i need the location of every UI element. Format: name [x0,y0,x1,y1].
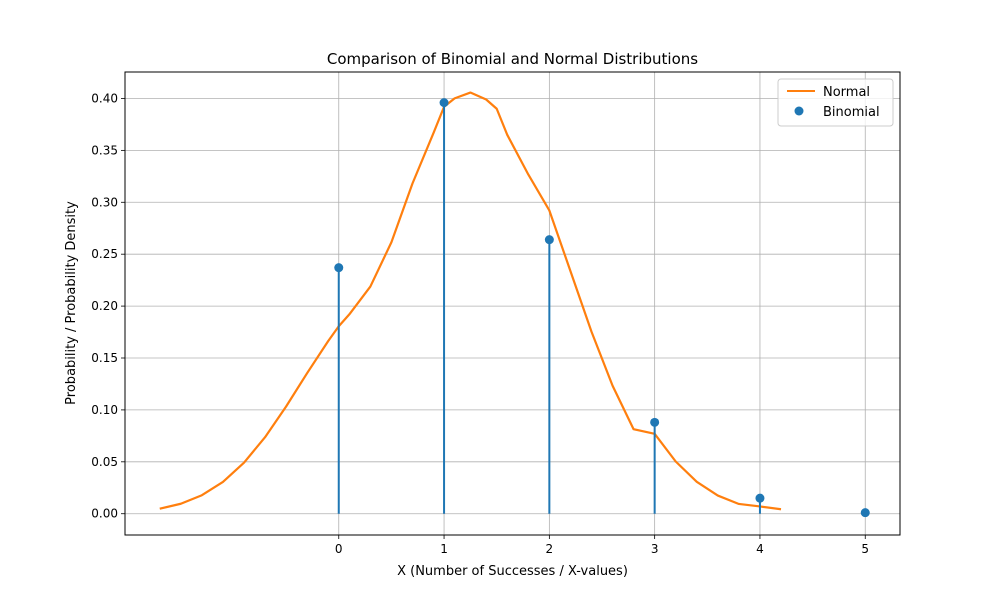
series-layer [159,91,870,518]
y-tick-label: 0.30 [91,195,118,209]
normal-curve [159,91,782,511]
binomial-point [860,508,870,518]
y-tick-label: 0.15 [91,351,118,365]
grid [125,72,900,535]
y-tick-label: 0.10 [91,403,118,417]
y-tick-label: 0.00 [91,507,118,521]
y-tick-label: 0.05 [91,455,118,469]
y-axis-label: Probability / Probability Density [64,201,79,405]
legend-normal-label: Normal [823,85,870,100]
x-tick-label: 1 [440,542,448,556]
y-tick-label: 0.25 [91,247,118,261]
legend-binomial-swatch [794,106,804,116]
binomial-point [544,235,554,245]
ticks: 0 1 2 3 4 5 0.00 0.05 0.10 0.15 0.20 0.25 0.30 0.35 0.… [91,91,869,556]
binomial-point [439,98,449,108]
binomial-point [334,263,344,273]
chart-title: Comparison of Binomial and Normal Distri… [327,50,698,68]
binomial-point [650,417,660,427]
y-tick-label: 0.20 [91,299,118,313]
binomial-point [755,493,765,503]
x-tick-label: 5 [861,542,869,556]
x-tick-label: 2 [546,542,554,556]
x-tick-label: 3 [651,542,659,556]
x-axis-label: X (Number of Successes / X-values) [397,564,628,579]
y-tick-label: 0.35 [91,143,118,157]
legend-binomial-label: Binomial [823,105,880,120]
plot-frame [124,71,901,536]
x-tick-label: 4 [756,542,764,556]
legend: Normal Binomial [777,78,894,127]
y-tick-label: 0.40 [91,91,118,105]
x-tick-label: 0 [335,542,343,556]
